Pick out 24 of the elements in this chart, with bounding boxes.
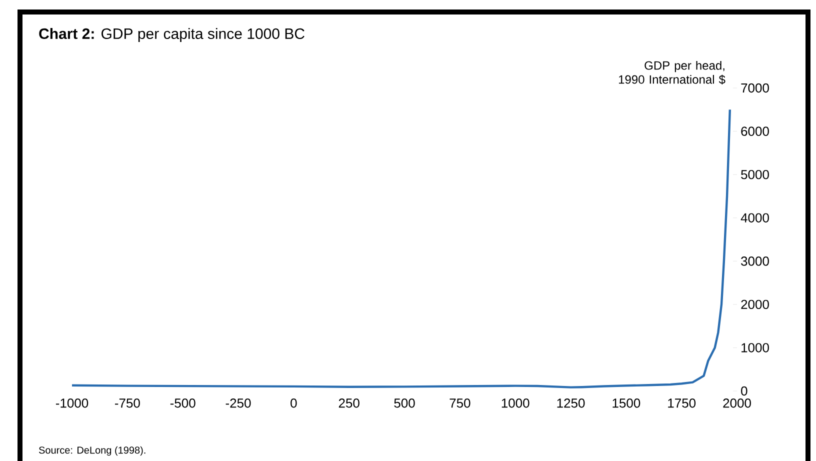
x-tick-label: 500 bbox=[394, 398, 415, 408]
y-tick-label: 2000 bbox=[741, 300, 769, 310]
x-tick-label: -1000 bbox=[56, 398, 88, 408]
x-tick-label: -500 bbox=[170, 398, 196, 408]
y-tick-label: 3000 bbox=[741, 256, 769, 266]
x-tick-label: 1250 bbox=[557, 398, 585, 408]
y-tick-label: 5000 bbox=[741, 170, 769, 180]
x-tick-label: -250 bbox=[226, 398, 251, 408]
chart-title: Chart 2: GDP per capita since 1000 BC bbox=[39, 28, 304, 42]
x-tick-label: 250 bbox=[338, 398, 360, 408]
x-tick-label: 750 bbox=[450, 398, 470, 408]
y-tick-label: 4000 bbox=[740, 213, 769, 222]
x-tick-label: 2000 bbox=[723, 398, 751, 408]
source-note: Source: DeLong (1998). bbox=[38, 446, 146, 456]
y-tick-label: 0 bbox=[741, 386, 748, 396]
y-axis-title: GDP per head, 1990 International $ bbox=[618, 60, 726, 84]
x-tick-label: 1500 bbox=[612, 398, 640, 408]
x-tick-label: -750 bbox=[114, 398, 140, 408]
y-tick-label: 6000 bbox=[741, 126, 769, 136]
y-tick-label: 7000 bbox=[741, 83, 769, 93]
x-tick-label: 1750 bbox=[668, 398, 696, 408]
x-tick-label: 1000 bbox=[502, 398, 530, 408]
y-tick-label: 1000 bbox=[742, 343, 769, 352]
x-tick-label: 0 bbox=[290, 398, 297, 408]
